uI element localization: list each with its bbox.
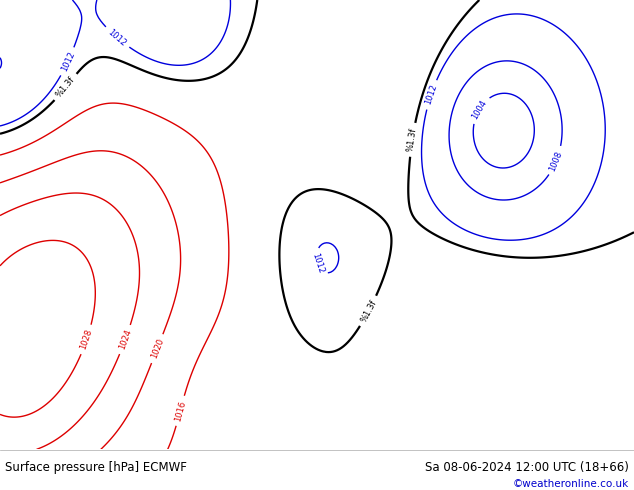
Text: %1.3f: %1.3f [406, 127, 418, 152]
Text: 1004: 1004 [470, 98, 488, 121]
Text: 1012: 1012 [107, 27, 128, 48]
Text: 1008: 1008 [548, 149, 564, 172]
Text: 1012: 1012 [310, 251, 325, 274]
Text: 1016: 1016 [173, 399, 187, 422]
Text: Surface pressure [hPa] ECMWF: Surface pressure [hPa] ECMWF [5, 461, 187, 474]
Text: 1012: 1012 [424, 83, 439, 106]
Text: %1.3f: %1.3f [359, 298, 378, 324]
Text: 1012: 1012 [60, 50, 76, 73]
Text: 1024: 1024 [117, 328, 133, 351]
Text: %1.3f: %1.3f [55, 75, 77, 99]
Text: 1028: 1028 [79, 328, 94, 351]
Text: ©weatheronline.co.uk: ©weatheronline.co.uk [513, 479, 629, 489]
Text: 1020: 1020 [149, 337, 165, 360]
Text: Sa 08-06-2024 12:00 UTC (18+66): Sa 08-06-2024 12:00 UTC (18+66) [425, 461, 629, 474]
